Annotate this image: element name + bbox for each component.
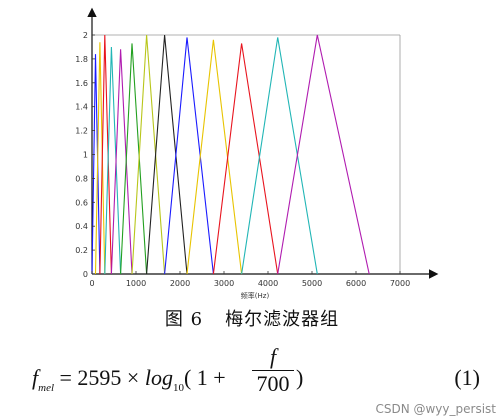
x-tick-label: 5000 (302, 279, 322, 288)
formula-fraction: f 700 (252, 345, 294, 396)
filter-triangle-2 (94, 42, 106, 275)
figure-caption: 图 6 梅尔滤波器组 (0, 305, 504, 331)
chart-axes (87, 7, 439, 279)
filter-triangle-8 (146, 34, 188, 275)
x-tick-label: 0 (89, 279, 94, 288)
chart-ticks: 0 1000 2000 3000 4000 5000 6000 7000 0 0.2 0.4 0.6 0… (75, 31, 410, 288)
filter-triangle-4 (104, 46, 122, 275)
y-tick-label: 0.6 (75, 198, 88, 207)
fraction-bar (252, 370, 294, 371)
filter-triangle-5 (110, 49, 133, 275)
y-tick-label: 0.2 (75, 246, 88, 255)
chart-series-layer (91, 34, 370, 275)
y-tick-label: 0.8 (75, 174, 88, 183)
x-tick-label: 1000 (126, 279, 146, 288)
formula-log-base: 10 (172, 382, 184, 394)
formula-paren-close: ) (296, 365, 304, 390)
filter-triangle-10 (186, 39, 243, 275)
y-tick-label: 2 (83, 31, 88, 40)
mel-formula: fmel = 2595 × log10( 1 + f 700 ) (1) (32, 345, 492, 405)
x-tick-label: 6000 (346, 279, 366, 288)
filter-triangle-6 (120, 43, 148, 275)
equation-number: (1) (454, 365, 480, 390)
filter-triangle-3 (99, 34, 112, 275)
mel-filterbank-chart: 0 1000 2000 3000 4000 5000 6000 7000 0 0.2 0.4 0.6 0… (75, 7, 439, 300)
y-tick-label: 1.2 (75, 127, 88, 136)
formula-constant: = 2595 × (59, 365, 140, 390)
fraction-numerator: f (269, 344, 277, 369)
y-tick-label: 0.4 (75, 222, 88, 231)
y-tick-label: 1.8 (75, 55, 88, 64)
formula-log: log (144, 365, 173, 390)
figure-number: 图 6 (164, 309, 204, 330)
formula-subscript: mel (38, 382, 55, 394)
figure-title: 梅尔滤波器组 (225, 309, 340, 330)
watermark-text: CSDN @wyy_persist (375, 402, 496, 416)
y-tick-label: 0 (83, 270, 88, 279)
formula-paren-open: ( 1 + (183, 365, 226, 390)
y-tick-label: 1 (83, 151, 88, 160)
formula-f: f (32, 365, 39, 390)
filter-triangle-1 (91, 54, 101, 275)
x-tick-label: 2000 (170, 279, 190, 288)
x-axis-title: 频率(Hz) (241, 291, 270, 300)
fraction-denominator: 700 (256, 371, 290, 396)
x-tick-label: 7000 (390, 279, 410, 288)
x-tick-label: 4000 (258, 279, 278, 288)
x-tick-label: 3000 (214, 279, 234, 288)
filter-triangle-7 (131, 34, 166, 275)
filter-triangle-9 (164, 37, 214, 275)
filter-triangle-13 (277, 34, 370, 275)
filter-triangle-12 (241, 37, 318, 275)
y-tick-label: 1.6 (75, 79, 88, 88)
filter-triangle-11 (212, 43, 279, 275)
y-tick-label: 1.4 (75, 103, 88, 112)
